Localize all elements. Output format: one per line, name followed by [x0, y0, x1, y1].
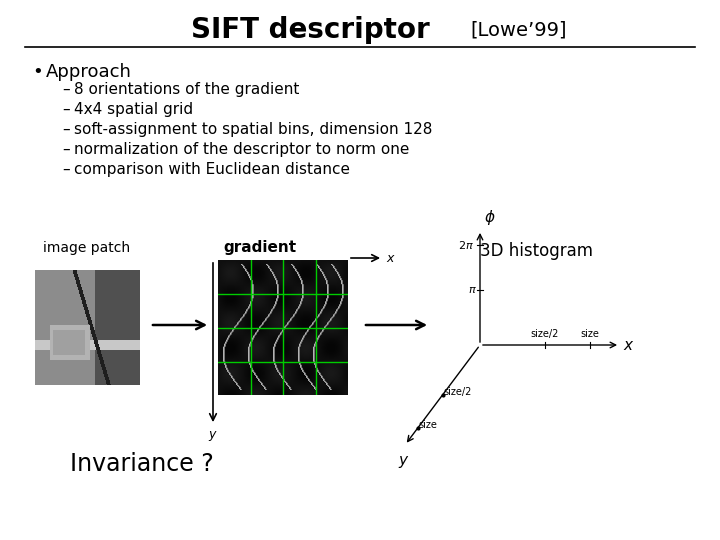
Text: $\pi$: $\pi$ — [468, 285, 477, 295]
Text: 4x4 spatial grid: 4x4 spatial grid — [74, 102, 193, 117]
Text: comparison with Euclidean distance: comparison with Euclidean distance — [74, 162, 350, 177]
Text: size/2: size/2 — [443, 387, 472, 397]
Text: size/2: size/2 — [531, 329, 559, 339]
Text: –: – — [62, 102, 70, 117]
Text: SIFT descriptor: SIFT descriptor — [191, 16, 429, 44]
Text: [Lowe’99]: [Lowe’99] — [470, 21, 567, 39]
Text: gradient: gradient — [223, 240, 296, 255]
Text: image patch: image patch — [43, 241, 130, 255]
Text: –: – — [62, 82, 70, 97]
Text: y: y — [208, 428, 215, 441]
Text: x: x — [386, 252, 393, 265]
Text: y: y — [398, 453, 407, 468]
Text: Invariance ?: Invariance ? — [70, 452, 214, 476]
Text: 8 orientations of the gradient: 8 orientations of the gradient — [74, 82, 300, 97]
Text: –: – — [62, 162, 70, 177]
Text: size: size — [418, 420, 437, 430]
Text: soft-assignment to spatial bins, dimension 128: soft-assignment to spatial bins, dimensi… — [74, 122, 433, 137]
Text: –: – — [62, 142, 70, 157]
Text: $\phi$: $\phi$ — [484, 208, 495, 227]
Text: $2\pi$: $2\pi$ — [458, 239, 474, 251]
Text: 3D histogram: 3D histogram — [480, 242, 593, 260]
Text: –: – — [62, 122, 70, 137]
Text: Approach: Approach — [46, 63, 132, 81]
Text: size: size — [580, 329, 600, 339]
Text: x: x — [623, 338, 632, 353]
Text: •: • — [32, 63, 42, 81]
Text: normalization of the descriptor to norm one: normalization of the descriptor to norm … — [74, 142, 410, 157]
